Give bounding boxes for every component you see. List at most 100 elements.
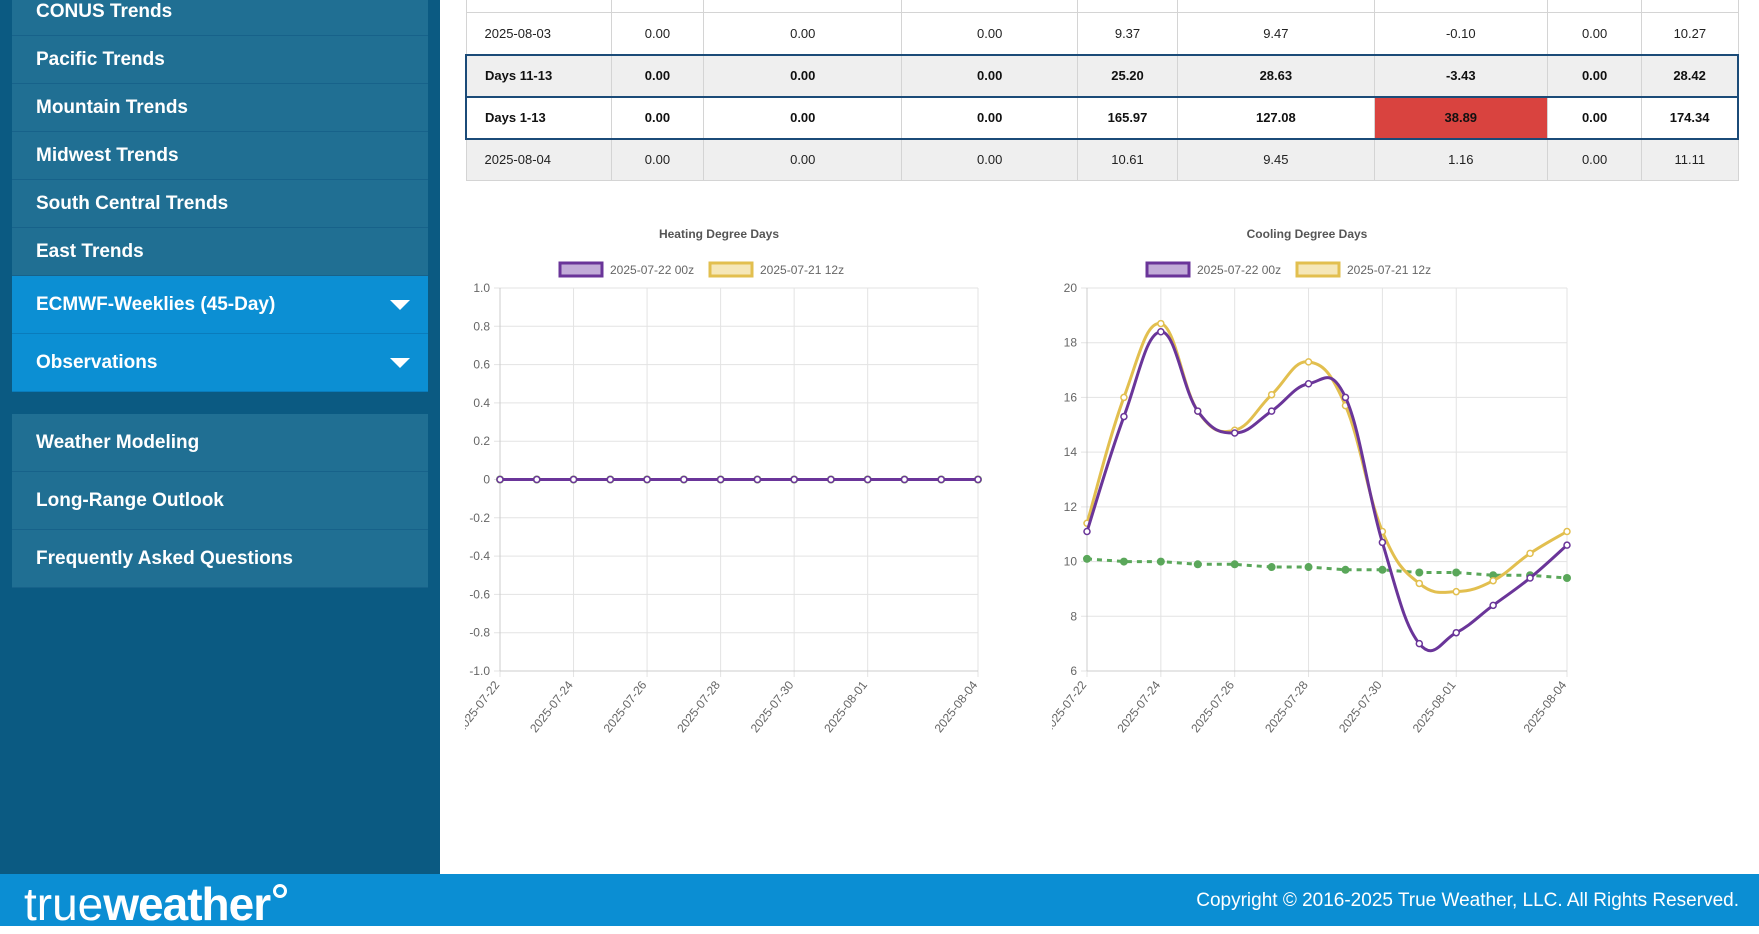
value-cell (1546, 0, 1643, 13)
data-point (680, 475, 688, 484)
y-tick-label: 0.4 (473, 396, 490, 410)
value-cell (1076, 0, 1179, 13)
sidebar-item-south-central-trends[interactable]: South Central Trends (12, 180, 428, 228)
sidebar-item-long-range-outlook[interactable]: Long-Range Outlook (12, 472, 428, 530)
value-cell: -3.43 (1373, 53, 1548, 98)
y-tick-label: -1.0 (469, 664, 490, 678)
data-point (643, 475, 651, 484)
trueweather-logo[interactable]: trueweather (24, 874, 288, 930)
y-tick-label: -0.6 (469, 587, 490, 601)
y-tick-label: 20 (1064, 281, 1078, 295)
value-cell (1641, 0, 1739, 13)
data-point (1304, 380, 1313, 388)
data-point (790, 475, 798, 484)
sidebar-item-midwest-trends[interactable]: Midwest Trends (12, 132, 428, 180)
data-point (1156, 557, 1165, 566)
data-point (606, 475, 615, 484)
data-point (1157, 319, 1165, 328)
sidebar-item-mountain-trends[interactable]: Mountain Trends (12, 84, 428, 132)
sidebar-item-observations[interactable]: Observations (12, 334, 428, 392)
table-row: 2025-08-04 0.00 0.00 0.00 10.61 9.45 1.16 0.00 1… (465, 138, 1739, 181)
sidebar-item-label: Weather Modeling (36, 431, 200, 453)
heating-degree-days-chart: Heating Degree Days 2025-07-22 00z 2025-07… (465, 227, 982, 735)
table-row: 2025-08-03 0.00 0.00 0.00 9.37 9.47 -0.10 0.00 1… (465, 12, 1739, 55)
value-cell: 0.00 (610, 12, 705, 55)
y-tick-label: 18 (1064, 336, 1078, 350)
row-label-cell: Days 11-13 (464, 53, 612, 98)
sidebar-item-label: Observations (36, 351, 158, 373)
value-cell: 0.00 (703, 12, 903, 55)
data-point (1120, 412, 1128, 421)
value-cell: 10.61 (1076, 138, 1179, 181)
sidebar-item-conus-trends[interactable]: CONUS Trends (12, 0, 428, 36)
sidebar: CONUS Trends Pacific Trends Mountain Trend… (0, 0, 440, 874)
value-cell: 0.00 (1546, 12, 1643, 55)
data-point (533, 475, 541, 484)
sidebar-item-east-trends[interactable]: East Trends (12, 228, 428, 276)
table-row: Days 11-13 0.00 0.00 0.00 25.20 28.63 -3.43 0.0… (464, 53, 1740, 98)
legend-label: 2025-07-21 12z (1347, 263, 1431, 277)
data-point (1157, 328, 1165, 336)
y-tick-label: 0.2 (473, 434, 490, 448)
value-cell: 0.00 (1546, 138, 1643, 181)
sidebar-item-label: Long-Range Outlook (36, 489, 224, 511)
value-cell: 0.00 (901, 12, 1078, 55)
y-tick-label: -0.2 (469, 511, 490, 525)
value-cell: 0.00 (703, 53, 903, 98)
y-tick-label: 16 (1064, 390, 1078, 404)
series-line-normal (1086, 557, 1568, 580)
x-tick-label: 2025-07-26 (1188, 678, 1237, 735)
sidebar-item-label: Frequently Asked Questions (36, 547, 293, 569)
y-tick-label: 0.6 (473, 358, 490, 372)
value-cell (1373, 0, 1548, 13)
value-cell: 25.20 (1076, 53, 1179, 98)
row-label-cell: Days 1-13 (464, 95, 612, 140)
data-point (1267, 407, 1276, 415)
sidebar-item-label: Pacific Trends (36, 48, 165, 70)
x-tick-label: 2025-07-22 (465, 678, 503, 735)
x-tick-label: 2025-08-04 (1521, 678, 1570, 735)
series-line-previous (1085, 322, 1568, 594)
data-point (974, 475, 982, 484)
logo-ring-icon (273, 884, 288, 898)
value-cell: 0.00 (901, 138, 1078, 181)
value-cell (1177, 0, 1375, 13)
data-point (1378, 538, 1387, 547)
data-point (1452, 628, 1460, 637)
data-point (937, 475, 945, 484)
value-cell: 174.34 (1641, 95, 1740, 140)
value-cell: 11.11 (1641, 138, 1739, 181)
data-point (1415, 568, 1424, 577)
sidebar-item-weather-modeling[interactable]: Weather Modeling (12, 414, 428, 472)
legend-swatch (1295, 261, 1341, 278)
value-cell: 38.89 (1373, 95, 1548, 140)
x-tick-label: 2025-07-30 (1336, 678, 1385, 735)
x-tick-label: 2025-08-01 (821, 678, 870, 735)
data-point (1083, 554, 1091, 563)
y-tick-label: 10 (1064, 555, 1078, 569)
data-point (1230, 560, 1239, 569)
row-label-cell: 2025-08-04 (465, 138, 612, 181)
x-tick-label: 2025-07-22 (1052, 678, 1090, 735)
y-tick-label: 12 (1064, 500, 1078, 514)
y-tick-label: -0.8 (469, 626, 490, 640)
sidebar-item-ecmwf-weeklies-45-day[interactable]: ECMWF-Weeklies (45-Day) (12, 276, 428, 334)
value-cell (901, 0, 1078, 13)
data-point (1526, 549, 1534, 558)
x-tick-label: 2025-08-04 (932, 678, 981, 735)
data-point (1563, 541, 1571, 549)
data-point (1120, 393, 1128, 402)
data-point (569, 475, 578, 484)
chart-title: Cooling Degree Days (1247, 227, 1368, 241)
copyright-text: Copyright © 2016-2025 True Weather, LLC.… (1196, 890, 1739, 911)
sidebar-item-frequently-asked-questions[interactable]: Frequently Asked Questions (12, 530, 428, 588)
y-tick-label: 0 (483, 473, 490, 487)
value-cell: 9.37 (1076, 12, 1179, 55)
sidebar-item-pacific-trends[interactable]: Pacific Trends (12, 36, 428, 84)
value-cell: 127.08 (1177, 95, 1375, 140)
data-point (827, 475, 835, 484)
value-cell: 0.00 (703, 138, 903, 181)
value-cell: 28.42 (1641, 53, 1740, 98)
value-cell (703, 0, 903, 13)
value-cell: 0.00 (610, 138, 705, 181)
